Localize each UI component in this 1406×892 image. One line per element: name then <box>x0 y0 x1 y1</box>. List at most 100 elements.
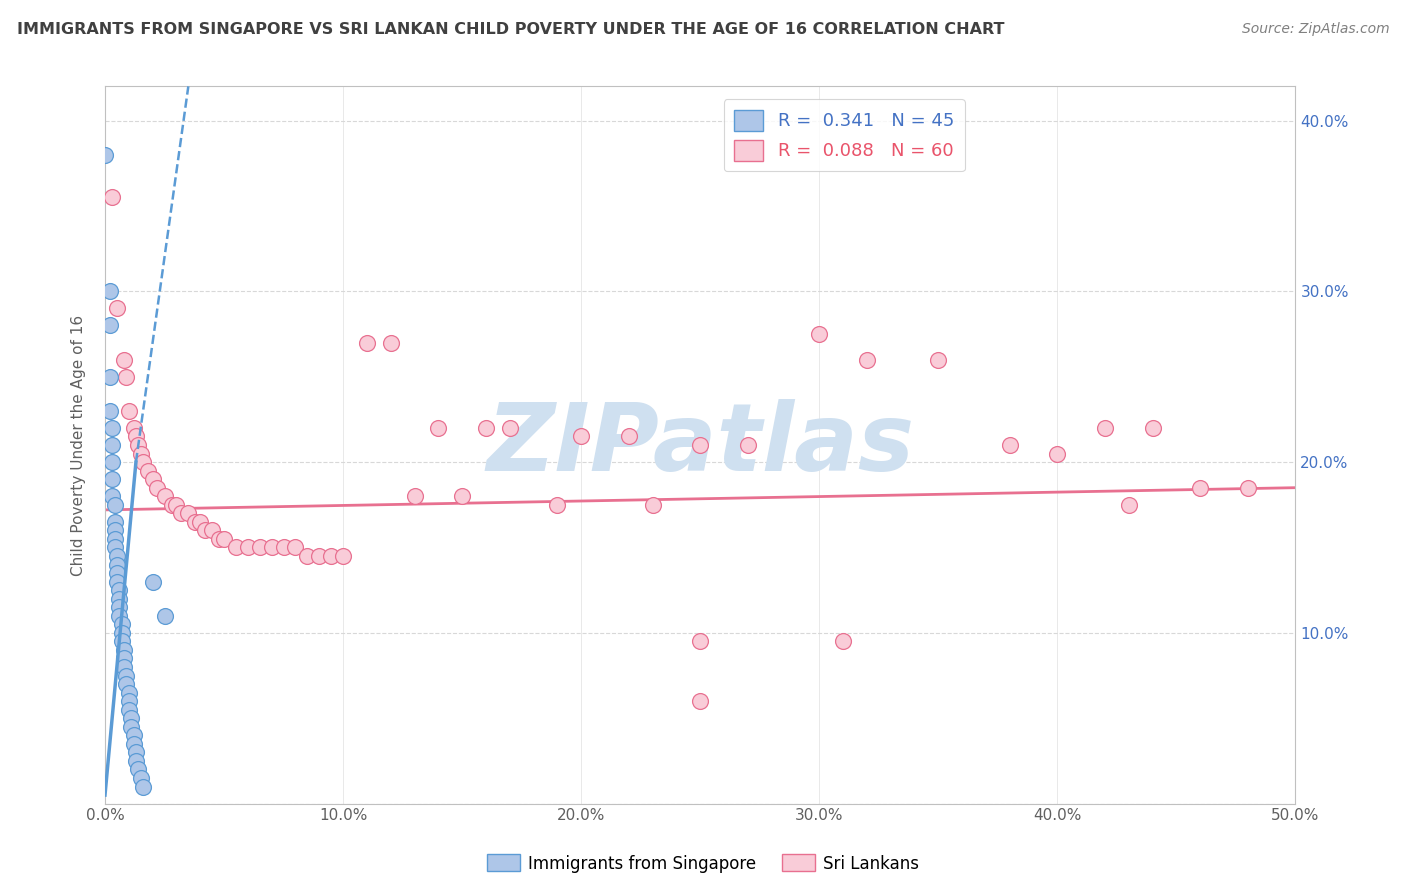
Point <box>111 634 134 648</box>
Point <box>689 634 711 648</box>
Point <box>98 318 121 333</box>
Point <box>1046 446 1069 460</box>
Point <box>356 335 378 350</box>
Point <box>284 541 307 555</box>
Point <box>998 438 1021 452</box>
Point <box>101 190 124 204</box>
Point <box>112 651 135 665</box>
Point <box>98 404 121 418</box>
Point <box>129 446 152 460</box>
Point <box>122 421 145 435</box>
Legend: Immigrants from Singapore, Sri Lankans: Immigrants from Singapore, Sri Lankans <box>479 847 927 880</box>
Point <box>108 583 131 598</box>
Text: Source: ZipAtlas.com: Source: ZipAtlas.com <box>1241 22 1389 37</box>
Point <box>146 481 169 495</box>
Point <box>184 515 207 529</box>
Point <box>1118 498 1140 512</box>
Point <box>153 489 176 503</box>
Point <box>103 541 125 555</box>
Point <box>297 549 319 563</box>
Point <box>427 421 450 435</box>
Point <box>122 737 145 751</box>
Point <box>94 147 117 161</box>
Point <box>321 549 343 563</box>
Point <box>201 524 224 538</box>
Point <box>499 421 522 435</box>
Point <box>103 524 125 538</box>
Point <box>101 472 124 486</box>
Point <box>404 489 426 503</box>
Point <box>273 541 295 555</box>
Point <box>689 438 711 452</box>
Point <box>118 685 141 699</box>
Point <box>101 489 124 503</box>
Point <box>115 369 138 384</box>
Point <box>115 677 138 691</box>
Point <box>127 763 149 777</box>
Point <box>118 404 141 418</box>
Text: ZIPatlas: ZIPatlas <box>486 399 914 491</box>
Point <box>856 352 879 367</box>
Point <box>380 335 402 350</box>
Point <box>112 352 135 367</box>
Y-axis label: Child Poverty Under the Age of 16: Child Poverty Under the Age of 16 <box>72 314 86 575</box>
Point <box>118 694 141 708</box>
Text: IMMIGRANTS FROM SINGAPORE VS SRI LANKAN CHILD POVERTY UNDER THE AGE OF 16 CORREL: IMMIGRANTS FROM SINGAPORE VS SRI LANKAN … <box>17 22 1004 37</box>
Point <box>142 472 165 486</box>
Point <box>808 326 831 341</box>
Point <box>142 574 165 589</box>
Point <box>105 566 128 580</box>
Point <box>120 711 142 725</box>
Point <box>122 728 145 742</box>
Point <box>569 429 592 443</box>
Point <box>927 352 949 367</box>
Point <box>737 438 759 452</box>
Point <box>105 301 128 316</box>
Point <box>170 506 193 520</box>
Point <box>129 771 152 785</box>
Point <box>212 532 235 546</box>
Point <box>105 574 128 589</box>
Point <box>194 524 217 538</box>
Point <box>132 780 155 794</box>
Point <box>1142 421 1164 435</box>
Point <box>112 643 135 657</box>
Point <box>105 549 128 563</box>
Point <box>108 591 131 606</box>
Point <box>112 660 135 674</box>
Point <box>125 754 148 768</box>
Point <box>451 489 474 503</box>
Point <box>617 429 640 443</box>
Point <box>108 608 131 623</box>
Point <box>111 617 134 632</box>
Point <box>249 541 271 555</box>
Point <box>111 625 134 640</box>
Point <box>118 703 141 717</box>
Point <box>546 498 568 512</box>
Point <box>260 541 283 555</box>
Point <box>641 498 664 512</box>
Point <box>120 720 142 734</box>
Point <box>332 549 354 563</box>
Legend: R =  0.341   N = 45, R =  0.088   N = 60: R = 0.341 N = 45, R = 0.088 N = 60 <box>724 99 965 171</box>
Point <box>103 498 125 512</box>
Point <box>832 634 855 648</box>
Point <box>103 515 125 529</box>
Point <box>165 498 187 512</box>
Point <box>101 421 124 435</box>
Point <box>125 745 148 759</box>
Point <box>115 668 138 682</box>
Point <box>308 549 330 563</box>
Point <box>101 455 124 469</box>
Point <box>127 438 149 452</box>
Point <box>1094 421 1116 435</box>
Point <box>153 608 176 623</box>
Point <box>225 541 247 555</box>
Point <box>98 285 121 299</box>
Point <box>208 532 231 546</box>
Point <box>103 532 125 546</box>
Point <box>108 600 131 615</box>
Point <box>188 515 211 529</box>
Point <box>105 558 128 572</box>
Point <box>1237 481 1260 495</box>
